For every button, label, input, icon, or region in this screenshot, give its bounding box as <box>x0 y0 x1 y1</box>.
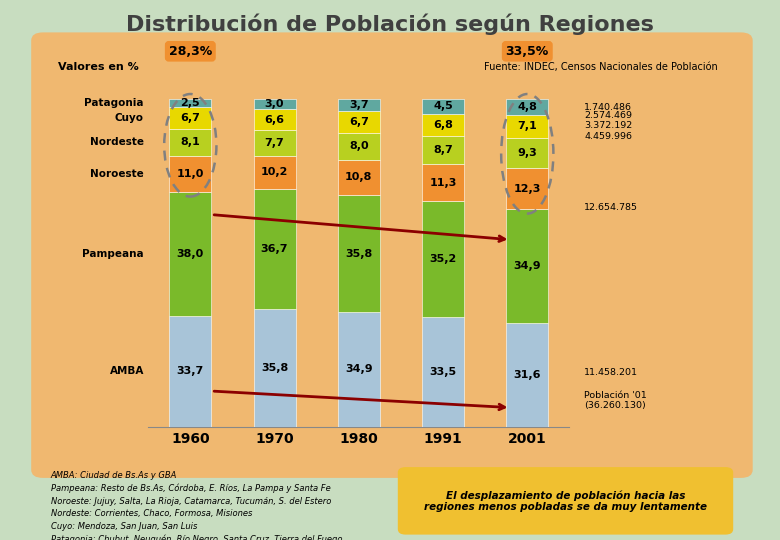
Bar <box>338 133 380 159</box>
Bar <box>254 309 296 427</box>
Text: 28,3%: 28,3% <box>168 45 212 58</box>
Text: AMBA: Ciudad de Bs.As y GBA
Pampeana: Resto de Bs.As, Córdoba, E. Ríos, La Pampa: AMBA: Ciudad de Bs.As y GBA Pampeana: Re… <box>51 471 342 540</box>
Text: 6,7: 6,7 <box>180 113 200 123</box>
Bar <box>506 114 548 138</box>
Text: 6,7: 6,7 <box>349 117 369 127</box>
Text: 1.740.486: 1.740.486 <box>584 103 633 112</box>
Bar <box>169 129 211 156</box>
Text: 7,7: 7,7 <box>264 138 285 148</box>
Text: Cuyo: Cuyo <box>115 113 144 123</box>
Bar <box>506 99 548 114</box>
Text: 34,9: 34,9 <box>345 364 373 374</box>
Text: 2.574.469: 2.574.469 <box>584 111 633 120</box>
Text: 6,8: 6,8 <box>433 120 453 130</box>
Text: 4,5: 4,5 <box>433 102 453 111</box>
Text: 12,3: 12,3 <box>513 184 541 193</box>
Bar <box>422 136 464 165</box>
Bar <box>254 109 296 130</box>
Bar <box>338 312 380 427</box>
Bar <box>254 130 296 156</box>
Bar <box>338 195 380 312</box>
Bar <box>254 189 296 309</box>
Text: 3,7: 3,7 <box>349 100 369 110</box>
Text: 9,3: 9,3 <box>517 148 537 158</box>
Bar <box>422 99 464 114</box>
Text: 10,2: 10,2 <box>261 167 289 177</box>
Bar <box>422 114 464 136</box>
Text: 7,1: 7,1 <box>517 122 537 131</box>
Text: 36,7: 36,7 <box>261 244 289 254</box>
Text: 11.458.201: 11.458.201 <box>584 368 638 377</box>
Text: 33,7: 33,7 <box>177 366 204 376</box>
Bar <box>338 111 380 133</box>
Text: AMBA: AMBA <box>110 366 144 376</box>
Text: 8,7: 8,7 <box>433 145 453 155</box>
Text: 2,5: 2,5 <box>180 98 200 108</box>
Text: 3,0: 3,0 <box>265 99 284 109</box>
Text: Valores en %: Valores en % <box>58 62 140 72</box>
Text: Fuente: INDEC, Censos Nacionales de Población: Fuente: INDEC, Censos Nacionales de Pobl… <box>484 62 718 72</box>
Text: Nordeste: Nordeste <box>90 137 144 147</box>
Text: 11,0: 11,0 <box>176 168 204 179</box>
Bar <box>506 323 548 427</box>
Bar <box>169 192 211 316</box>
Text: 4,8: 4,8 <box>517 102 537 112</box>
Text: El desplazamiento de población hacia las
regiones menos pobladas se da muy lenta: El desplazamiento de población hacia las… <box>424 490 707 512</box>
Text: 4.459.996: 4.459.996 <box>584 132 633 141</box>
Bar <box>338 159 380 195</box>
Bar <box>254 99 296 109</box>
Bar <box>506 138 548 168</box>
Text: 6,6: 6,6 <box>264 114 285 125</box>
Text: 38,0: 38,0 <box>177 249 204 259</box>
Text: Distribución de Población según Regiones: Distribución de Población según Regiones <box>126 14 654 35</box>
Text: 8,1: 8,1 <box>180 137 200 147</box>
Bar <box>169 99 211 107</box>
Text: Patagonia: Patagonia <box>84 98 144 108</box>
Text: 11,3: 11,3 <box>429 178 457 188</box>
Text: 3.372.192: 3.372.192 <box>584 122 633 130</box>
Text: 33,5: 33,5 <box>430 367 456 377</box>
Text: 10,8: 10,8 <box>345 172 373 182</box>
Text: 31,6: 31,6 <box>513 370 541 380</box>
Bar <box>254 156 296 189</box>
Text: 34,9: 34,9 <box>513 261 541 271</box>
Bar <box>169 107 211 129</box>
Bar <box>169 156 211 192</box>
Text: 8,0: 8,0 <box>349 141 369 151</box>
Bar <box>422 317 464 427</box>
Text: 35,2: 35,2 <box>430 254 456 264</box>
Bar <box>338 99 380 111</box>
Text: 35,8: 35,8 <box>261 363 288 373</box>
Bar <box>422 165 464 201</box>
Text: Noroeste: Noroeste <box>90 168 144 179</box>
Bar <box>506 208 548 323</box>
Text: 33,5%: 33,5% <box>505 45 549 58</box>
Bar <box>506 168 548 208</box>
Bar <box>169 316 211 427</box>
Text: Población '01
(36.260.130): Población '01 (36.260.130) <box>584 390 647 410</box>
Text: 12.654.785: 12.654.785 <box>584 202 638 212</box>
Bar <box>422 201 464 317</box>
Text: 35,8: 35,8 <box>346 248 372 259</box>
Text: Pampeana: Pampeana <box>83 249 144 259</box>
